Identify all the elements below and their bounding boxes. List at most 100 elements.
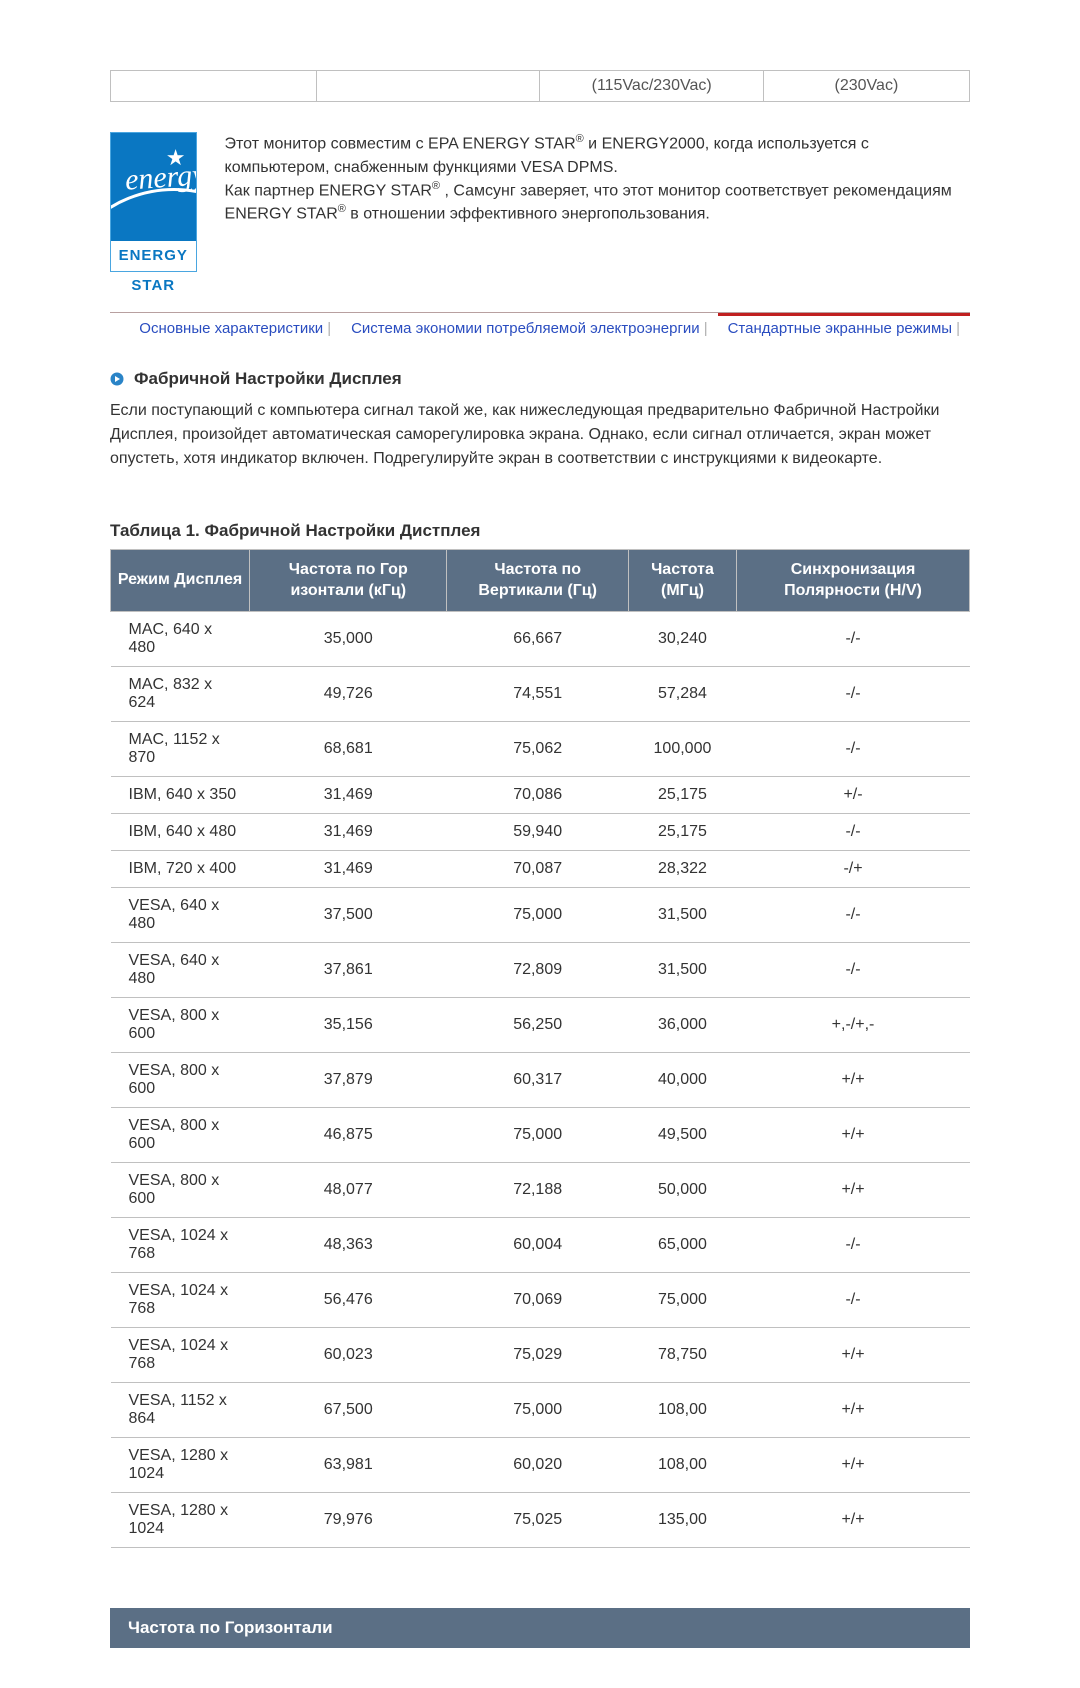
table-cell: -/- (737, 888, 970, 943)
table-cell: 40,000 (628, 1053, 736, 1108)
tab-power-saving[interactable]: Система экономии потребляемой электроэне… (341, 313, 718, 339)
table-cell: 60,023 (250, 1328, 447, 1383)
table-cell: VESA, 800 x 600 (111, 998, 250, 1053)
table-cell: 75,000 (447, 888, 628, 943)
footer-heading: Частота по Горизонтали (110, 1608, 970, 1648)
table-row: VESA, 1024 x 76848,36360,00465,000-/- (111, 1218, 970, 1273)
table-cell: 31,469 (250, 851, 447, 888)
table-cell: 100,000 (628, 722, 736, 777)
table-row: IBM, 640 x 48031,46959,94025,175-/- (111, 814, 970, 851)
table-cell: VESA, 1280 x 1024 (111, 1438, 250, 1493)
bullet-icon (110, 372, 124, 386)
table-cell: VESA, 640 x 480 (111, 888, 250, 943)
table-cell: VESA, 800 x 600 (111, 1053, 250, 1108)
table-cell: VESA, 1280 x 1024 (111, 1493, 250, 1548)
col-pclock: Частота (МГц) (628, 549, 736, 612)
table-cell: -/- (737, 1273, 970, 1328)
table-cell: 75,062 (447, 722, 628, 777)
table-cell: 108,00 (628, 1438, 736, 1493)
table-header-row: Режим Дисплея Частота по Гор изонтали (к… (111, 549, 970, 612)
table-cell: 57,284 (628, 667, 736, 722)
table-row: MAC, 640 x 48035,00066,66730,240-/- (111, 612, 970, 667)
table-cell: 49,726 (250, 667, 447, 722)
energy-star-description: Этот монитор совместим с EPA ENERGY STAR… (225, 132, 970, 226)
table-cell: 65,000 (628, 1218, 736, 1273)
table-row: VESA, 640 x 48037,50075,00031,500-/- (111, 888, 970, 943)
table-row: IBM, 640 x 35031,46970,08625,175+/- (111, 777, 970, 814)
top-spec-table: (115Vac/230Vac) (230Vac) (110, 70, 970, 102)
table-cell: +/- (737, 777, 970, 814)
tab-main-characteristics[interactable]: Основные характеристики| (129, 313, 341, 339)
table-cell: 46,875 (250, 1108, 447, 1163)
table-row: MAC, 1152 x 87068,68175,062100,000-/- (111, 722, 970, 777)
table-cell: -/+ (737, 851, 970, 888)
table-row: VESA, 800 x 60046,87575,00049,500+/+ (111, 1108, 970, 1163)
registered-icon: ® (338, 203, 346, 215)
table-cell: 31,500 (628, 943, 736, 998)
table-cell: 70,086 (447, 777, 628, 814)
section-title: Фабричной Настройки Дисплея (110, 369, 970, 389)
table-cell: -/- (737, 943, 970, 998)
table-cell: 35,156 (250, 998, 447, 1053)
table-cell: 59,940 (447, 814, 628, 851)
energy-star-label: ENERGY STAR (111, 241, 196, 271)
table-cell: MAC, 832 x 624 (111, 667, 250, 722)
table-cell: -/- (737, 814, 970, 851)
table-cell: 67,500 (250, 1383, 447, 1438)
table-row: VESA, 640 x 48037,86172,80931,500-/- (111, 943, 970, 998)
separator-icon: | (323, 320, 331, 337)
table-cell: 75,000 (628, 1273, 736, 1328)
table-cell: 49,500 (628, 1108, 736, 1163)
table-cell: 60,020 (447, 1438, 628, 1493)
spec-cell-c3: (115Vac/230Vac) (540, 71, 763, 102)
col-sync: Синхронизация Полярности (H/V) (737, 549, 970, 612)
spec-cell-empty (317, 71, 540, 102)
table-cell: +/+ (737, 1328, 970, 1383)
table-cell: 60,004 (447, 1218, 628, 1273)
text-span: Этот монитор совместим с EPA ENERGY STAR (225, 135, 576, 152)
table-cell: 25,175 (628, 777, 736, 814)
table-cell: 75,025 (447, 1493, 628, 1548)
table-cell: VESA, 800 x 600 (111, 1108, 250, 1163)
table-cell: +,-/+,- (737, 998, 970, 1053)
table-row: (115Vac/230Vac) (230Vac) (111, 71, 970, 102)
table-cell: 36,000 (628, 998, 736, 1053)
table-cell: -/- (737, 1218, 970, 1273)
table-cell: VESA, 800 x 600 (111, 1163, 250, 1218)
table-cell: 79,976 (250, 1493, 447, 1548)
table-cell: 35,000 (250, 612, 447, 667)
tab-label: Система экономии потребляемой электроэне… (351, 320, 700, 337)
energy-star-logo: ★ energy ENERGY STAR (110, 132, 197, 272)
registered-icon: ® (576, 133, 584, 145)
tab-label: Стандартные экранные режимы (728, 320, 953, 337)
table-cell: +/+ (737, 1493, 970, 1548)
col-mode: Режим Дисплея (111, 549, 250, 612)
table-cell: 50,000 (628, 1163, 736, 1218)
table-cell: 28,322 (628, 851, 736, 888)
table-cell: 31,469 (250, 814, 447, 851)
table-row: VESA, 1024 x 76856,47670,06975,000-/- (111, 1273, 970, 1328)
table-row: VESA, 1280 x 102479,97675,025135,00+/+ (111, 1493, 970, 1548)
arc-icon (111, 188, 196, 241)
table-cell: 75,000 (447, 1383, 628, 1438)
table-cell: 37,861 (250, 943, 447, 998)
table-cell: 37,879 (250, 1053, 447, 1108)
table-cell: IBM, 720 x 400 (111, 851, 250, 888)
table-cell: 37,500 (250, 888, 447, 943)
display-modes-table: Режим Дисплея Частота по Гор изонтали (к… (110, 549, 970, 1549)
spec-cell-c4: (230Vac) (763, 71, 969, 102)
table-cell: VESA, 1152 x 864 (111, 1383, 250, 1438)
tab-standard-modes[interactable]: Стандартные экранные режимы| (718, 313, 970, 339)
section-tabs: Основные характеристики| Система экономи… (110, 312, 970, 339)
tab-label: Основные характеристики (139, 320, 323, 337)
table-cell: +/+ (737, 1108, 970, 1163)
text-span: в отношении эффективного энергопользован… (346, 206, 710, 223)
col-hfreq: Частота по Гор изонтали (кГц) (250, 549, 447, 612)
table-row: VESA, 1280 x 102463,98160,020108,00+/+ (111, 1438, 970, 1493)
table-cell: +/+ (737, 1163, 970, 1218)
table-row: VESA, 800 x 60035,15656,25036,000+,-/+,- (111, 998, 970, 1053)
table-cell: 70,087 (447, 851, 628, 888)
table-row: VESA, 800 x 60048,07772,18850,000+/+ (111, 1163, 970, 1218)
table-cell: 75,000 (447, 1108, 628, 1163)
table-cell: VESA, 1024 x 768 (111, 1218, 250, 1273)
